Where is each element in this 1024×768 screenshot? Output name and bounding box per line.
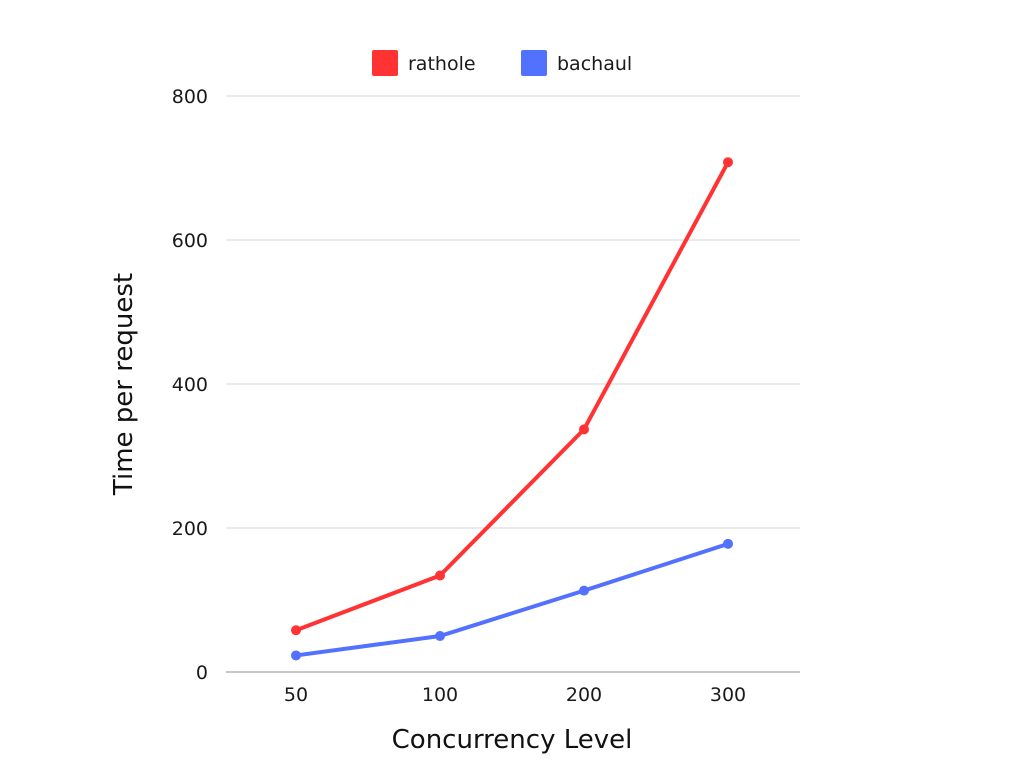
gridlines — [226, 95, 800, 529]
axes: 0 200 400 600 800 50 100 200 300 — [172, 86, 800, 706]
x-axis-title: Concurrency Level — [392, 725, 633, 755]
data-point-rathole-300 — [723, 157, 733, 168]
y-tick-label: 400 — [172, 374, 208, 396]
data-point-rathole-50 — [291, 625, 301, 636]
x-tick-label: 300 — [710, 684, 746, 706]
data-point-rathole-200 — [579, 424, 589, 435]
x-tick-label: 100 — [422, 684, 458, 706]
series-line-rathole — [294, 160, 730, 633]
y-tick-label: 200 — [172, 518, 208, 540]
y-tick-label: 600 — [172, 230, 208, 252]
legend: rathole bachaul — [372, 50, 632, 76]
x-tick-label: 50 — [284, 684, 308, 706]
series-rathole — [291, 157, 733, 636]
legend-swatch-rathole — [372, 50, 398, 76]
data-point-rathole-100 — [435, 570, 445, 581]
legend-swatch-bachaul — [521, 50, 547, 76]
data-point-bachaul-300 — [723, 538, 733, 549]
series-lines — [291, 157, 733, 661]
y-axis-title: Time per request — [109, 273, 139, 496]
y-tick-label: 800 — [172, 86, 208, 108]
series-bachaul — [291, 538, 733, 661]
data-point-bachaul-50 — [291, 650, 301, 661]
x-tick-label: 200 — [566, 684, 602, 706]
data-point-bachaul-200 — [579, 585, 589, 596]
legend-label-bachaul: bachaul — [557, 53, 632, 75]
legend-label-rathole: rathole — [408, 53, 476, 75]
series-line-bachaul — [294, 541, 730, 658]
data-point-bachaul-100 — [435, 631, 445, 641]
y-tick-label: 0 — [196, 662, 208, 684]
